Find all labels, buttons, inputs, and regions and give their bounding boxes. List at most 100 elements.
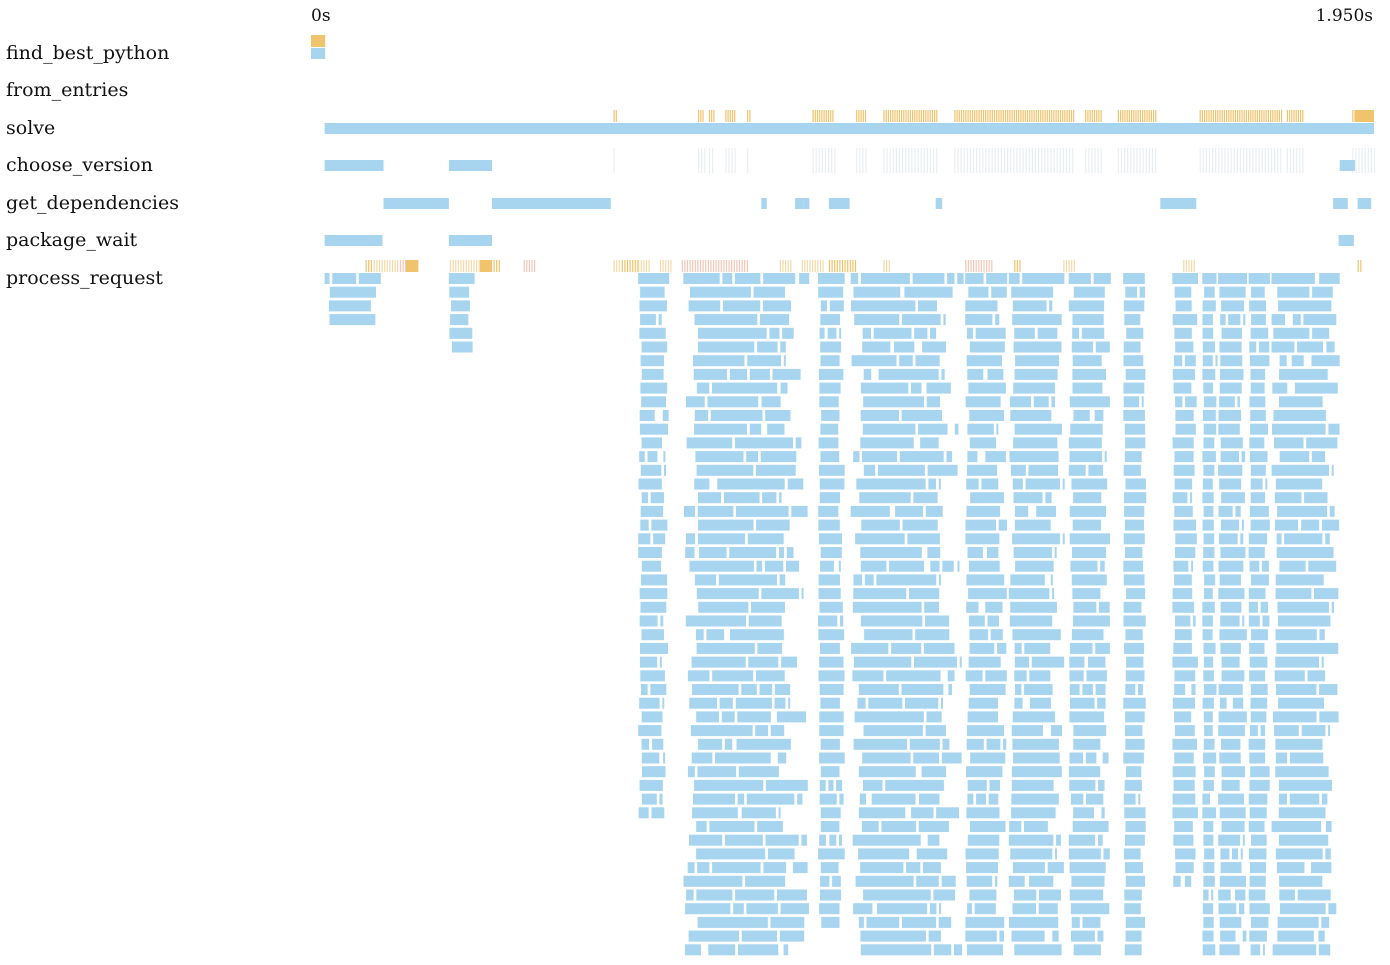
process-request-bar [696, 711, 720, 723]
get-dependencies-bar [492, 198, 611, 209]
process-request-bar [850, 273, 859, 284]
solve-activity-tick [812, 110, 814, 122]
process-request-bar [770, 916, 805, 928]
solve-activity-tick [1031, 110, 1033, 122]
process-request-activity-tick [667, 260, 669, 272]
process-request-bar [1172, 273, 1198, 284]
process-request-bar [1072, 327, 1080, 339]
process-request-bar [780, 382, 788, 394]
process-request-bar [1312, 327, 1330, 339]
choose-version-activity-tick [1091, 148, 1093, 173]
process-request-bar [1011, 930, 1045, 942]
process-request-bar [1202, 300, 1216, 312]
process-request-bar [998, 519, 1007, 531]
process-request-bar [966, 875, 993, 887]
process-request-bar [1184, 355, 1196, 367]
process-request-bar [919, 793, 940, 805]
process-request-bar [860, 410, 899, 421]
process-request-bar [1203, 464, 1215, 476]
choose-version-activity-tick [985, 148, 987, 173]
process-request-bar [761, 588, 799, 600]
process-request-bar [967, 834, 1000, 846]
process-request-activity-tick [817, 260, 819, 272]
process-request-bar [1291, 355, 1304, 367]
process-request-activity-tick [705, 260, 707, 272]
process-request-bar [1052, 930, 1059, 942]
process-request-bar [829, 300, 844, 312]
process-request-bar [1248, 889, 1266, 901]
process-request-bar [1218, 588, 1245, 600]
process-request-bar [1086, 670, 1107, 682]
choose-version-activity-tick [1148, 148, 1150, 173]
process-request-bar [818, 574, 840, 586]
solve-activity-tick [713, 110, 715, 122]
process-request-bar [877, 903, 928, 915]
process-request-bar [1248, 601, 1258, 613]
process-request-bar [853, 574, 863, 586]
solve-activity-tick [700, 110, 702, 122]
process-request-bar [924, 601, 939, 613]
solve-activity-tick [976, 110, 978, 122]
solve-activity-tick [1153, 110, 1155, 122]
get-dependencies-bar [1160, 198, 1197, 209]
process-request-activity-tick [1193, 260, 1195, 272]
process-request-bar [1011, 807, 1056, 819]
solve-activity-tick [916, 110, 918, 122]
process-request-activity-tick [1188, 260, 1190, 272]
process-request-bar [881, 821, 917, 832]
process-request-bar [1071, 916, 1080, 928]
choose-version-activity-tick [1059, 148, 1061, 173]
process-request-activity-tick [634, 260, 636, 272]
process-request-bar [1273, 711, 1317, 723]
process-request-bar [1249, 875, 1266, 887]
process-request-bar [886, 670, 941, 682]
process-request-bar [1202, 478, 1213, 490]
solve-activity-tick [1004, 110, 1007, 122]
process-request-bar [1250, 519, 1270, 531]
solve-activity-tick [885, 110, 887, 122]
process-request-bar [1275, 588, 1312, 600]
choose-version-activity-tick [895, 148, 897, 173]
solve-activity-tick [907, 110, 909, 122]
solve-activity-tick [1037, 110, 1040, 122]
process-request-bar [696, 588, 759, 600]
process-request-bar [1203, 875, 1215, 887]
process-request-bar [641, 629, 664, 641]
process-request-bar [1249, 807, 1267, 819]
process-request-bar [1250, 916, 1269, 928]
process-request-bar [737, 711, 771, 723]
process-request-bar [717, 478, 785, 490]
solve-activity-tick [1302, 110, 1304, 122]
process-request-bar [746, 451, 758, 463]
process-request-bar [1279, 368, 1328, 380]
process-request-bar [639, 779, 663, 791]
process-request-bar [1011, 793, 1059, 805]
process-request-bar [819, 725, 844, 737]
solve-activity-tick [923, 110, 925, 122]
process-request-bar [708, 944, 736, 956]
process-request-activity-tick [983, 260, 985, 272]
process-request-bar [965, 670, 983, 682]
process-request-bar [639, 588, 668, 600]
choose-version-activity-tick [731, 148, 733, 173]
choose-version-bar [1339, 160, 1355, 171]
process-request-activity-tick [490, 260, 493, 272]
process-request-bar [741, 930, 778, 942]
process-request-bar [1010, 574, 1045, 586]
process-request-bar [957, 273, 964, 284]
process-request-bar [1124, 807, 1146, 819]
process-request-bar [941, 875, 956, 887]
solve-activity-tick [1142, 110, 1144, 122]
process-request-bar [1240, 533, 1244, 545]
process-request-activity-tick [370, 260, 372, 272]
process-request-bar [696, 642, 755, 654]
process-request-bar [781, 656, 797, 668]
process-request-bar [1202, 629, 1213, 641]
solve-activity-tick [862, 110, 864, 122]
solve-activity-tick [1267, 110, 1269, 122]
row-label-get-dependencies: get_dependencies [6, 192, 179, 214]
process-request-bar [967, 423, 994, 435]
process-request-bar [1248, 793, 1268, 805]
process-request-bar [1232, 697, 1244, 709]
process-request-activity-tick [368, 260, 370, 272]
